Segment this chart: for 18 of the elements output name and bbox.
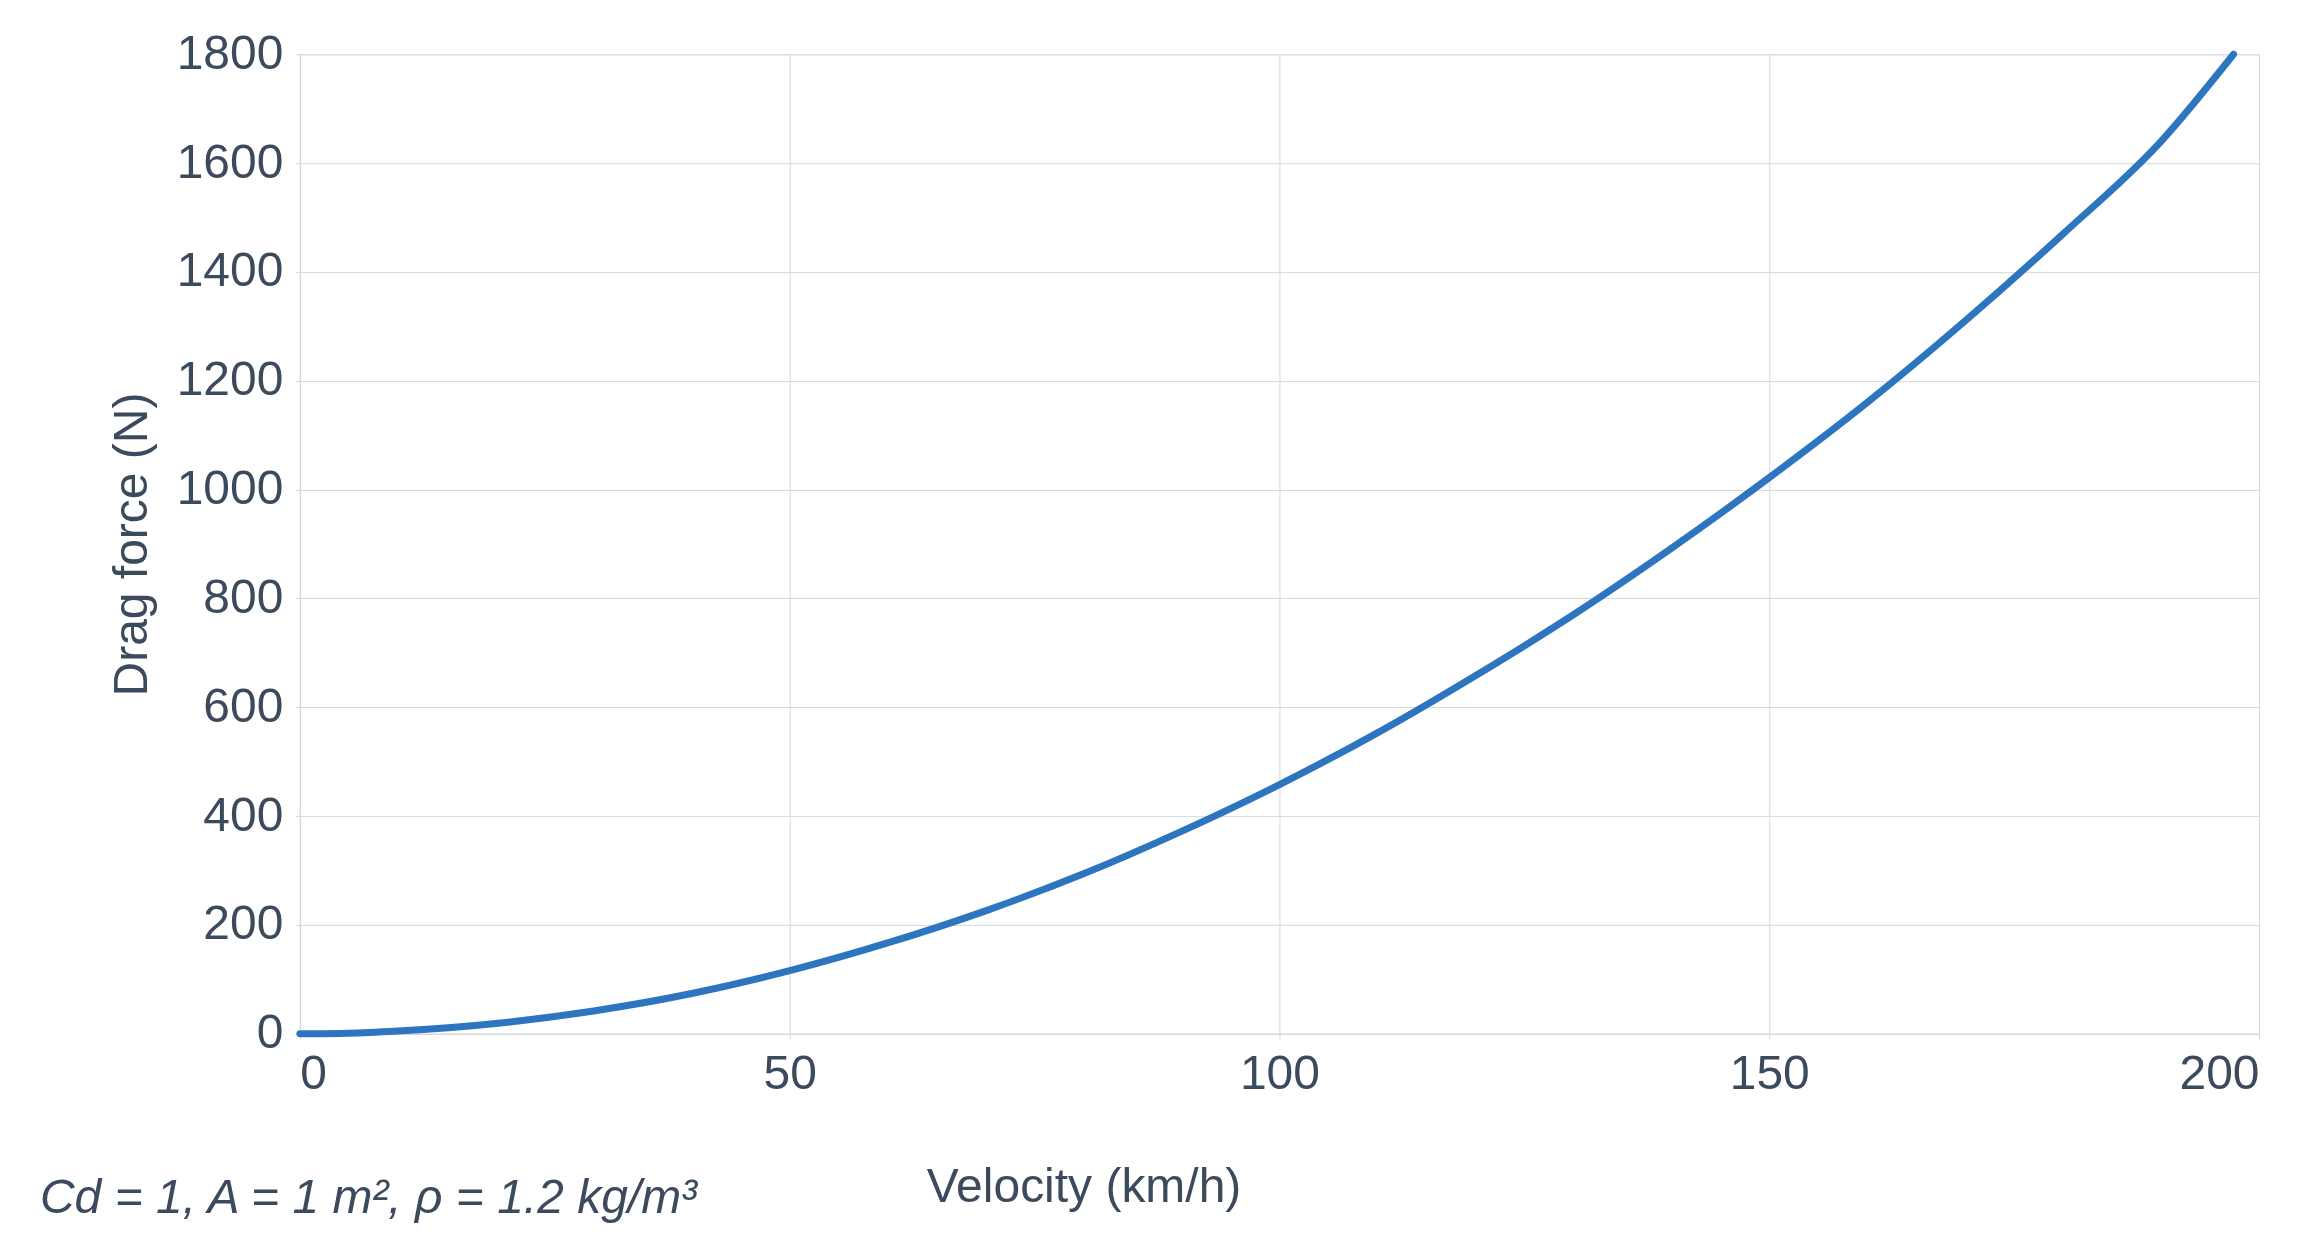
y-axis-title: Drag force (N) [103, 392, 157, 697]
y-tick-label: 600 [203, 678, 284, 732]
y-tick-label: 1600 [176, 134, 284, 188]
x-tick-label: 200 [2179, 1046, 2260, 1100]
text: Cd = 1, A = 1 m², ρ = 1.2 kg/m³ [39, 1169, 700, 1223]
y-tick-label: 0 [256, 1005, 284, 1059]
y-tick-label: 1800 [176, 25, 284, 79]
y-tick-label: 1200 [176, 352, 284, 406]
y-tick-label: 1400 [176, 243, 284, 297]
y-tick-label: 400 [203, 787, 284, 841]
y-tick-label: 1000 [176, 461, 284, 515]
x-tick-label: 150 [1729, 1046, 1810, 1100]
x-tick-label: 50 [763, 1046, 817, 1100]
x-tick-label: 100 [1239, 1046, 1320, 1100]
y-tick-label: 800 [203, 569, 284, 623]
x-axis-title: Velocity (km/h) [926, 1159, 1242, 1213]
y-tick-label: 200 [203, 896, 284, 950]
x-tick-label: 0 [300, 1046, 328, 1100]
